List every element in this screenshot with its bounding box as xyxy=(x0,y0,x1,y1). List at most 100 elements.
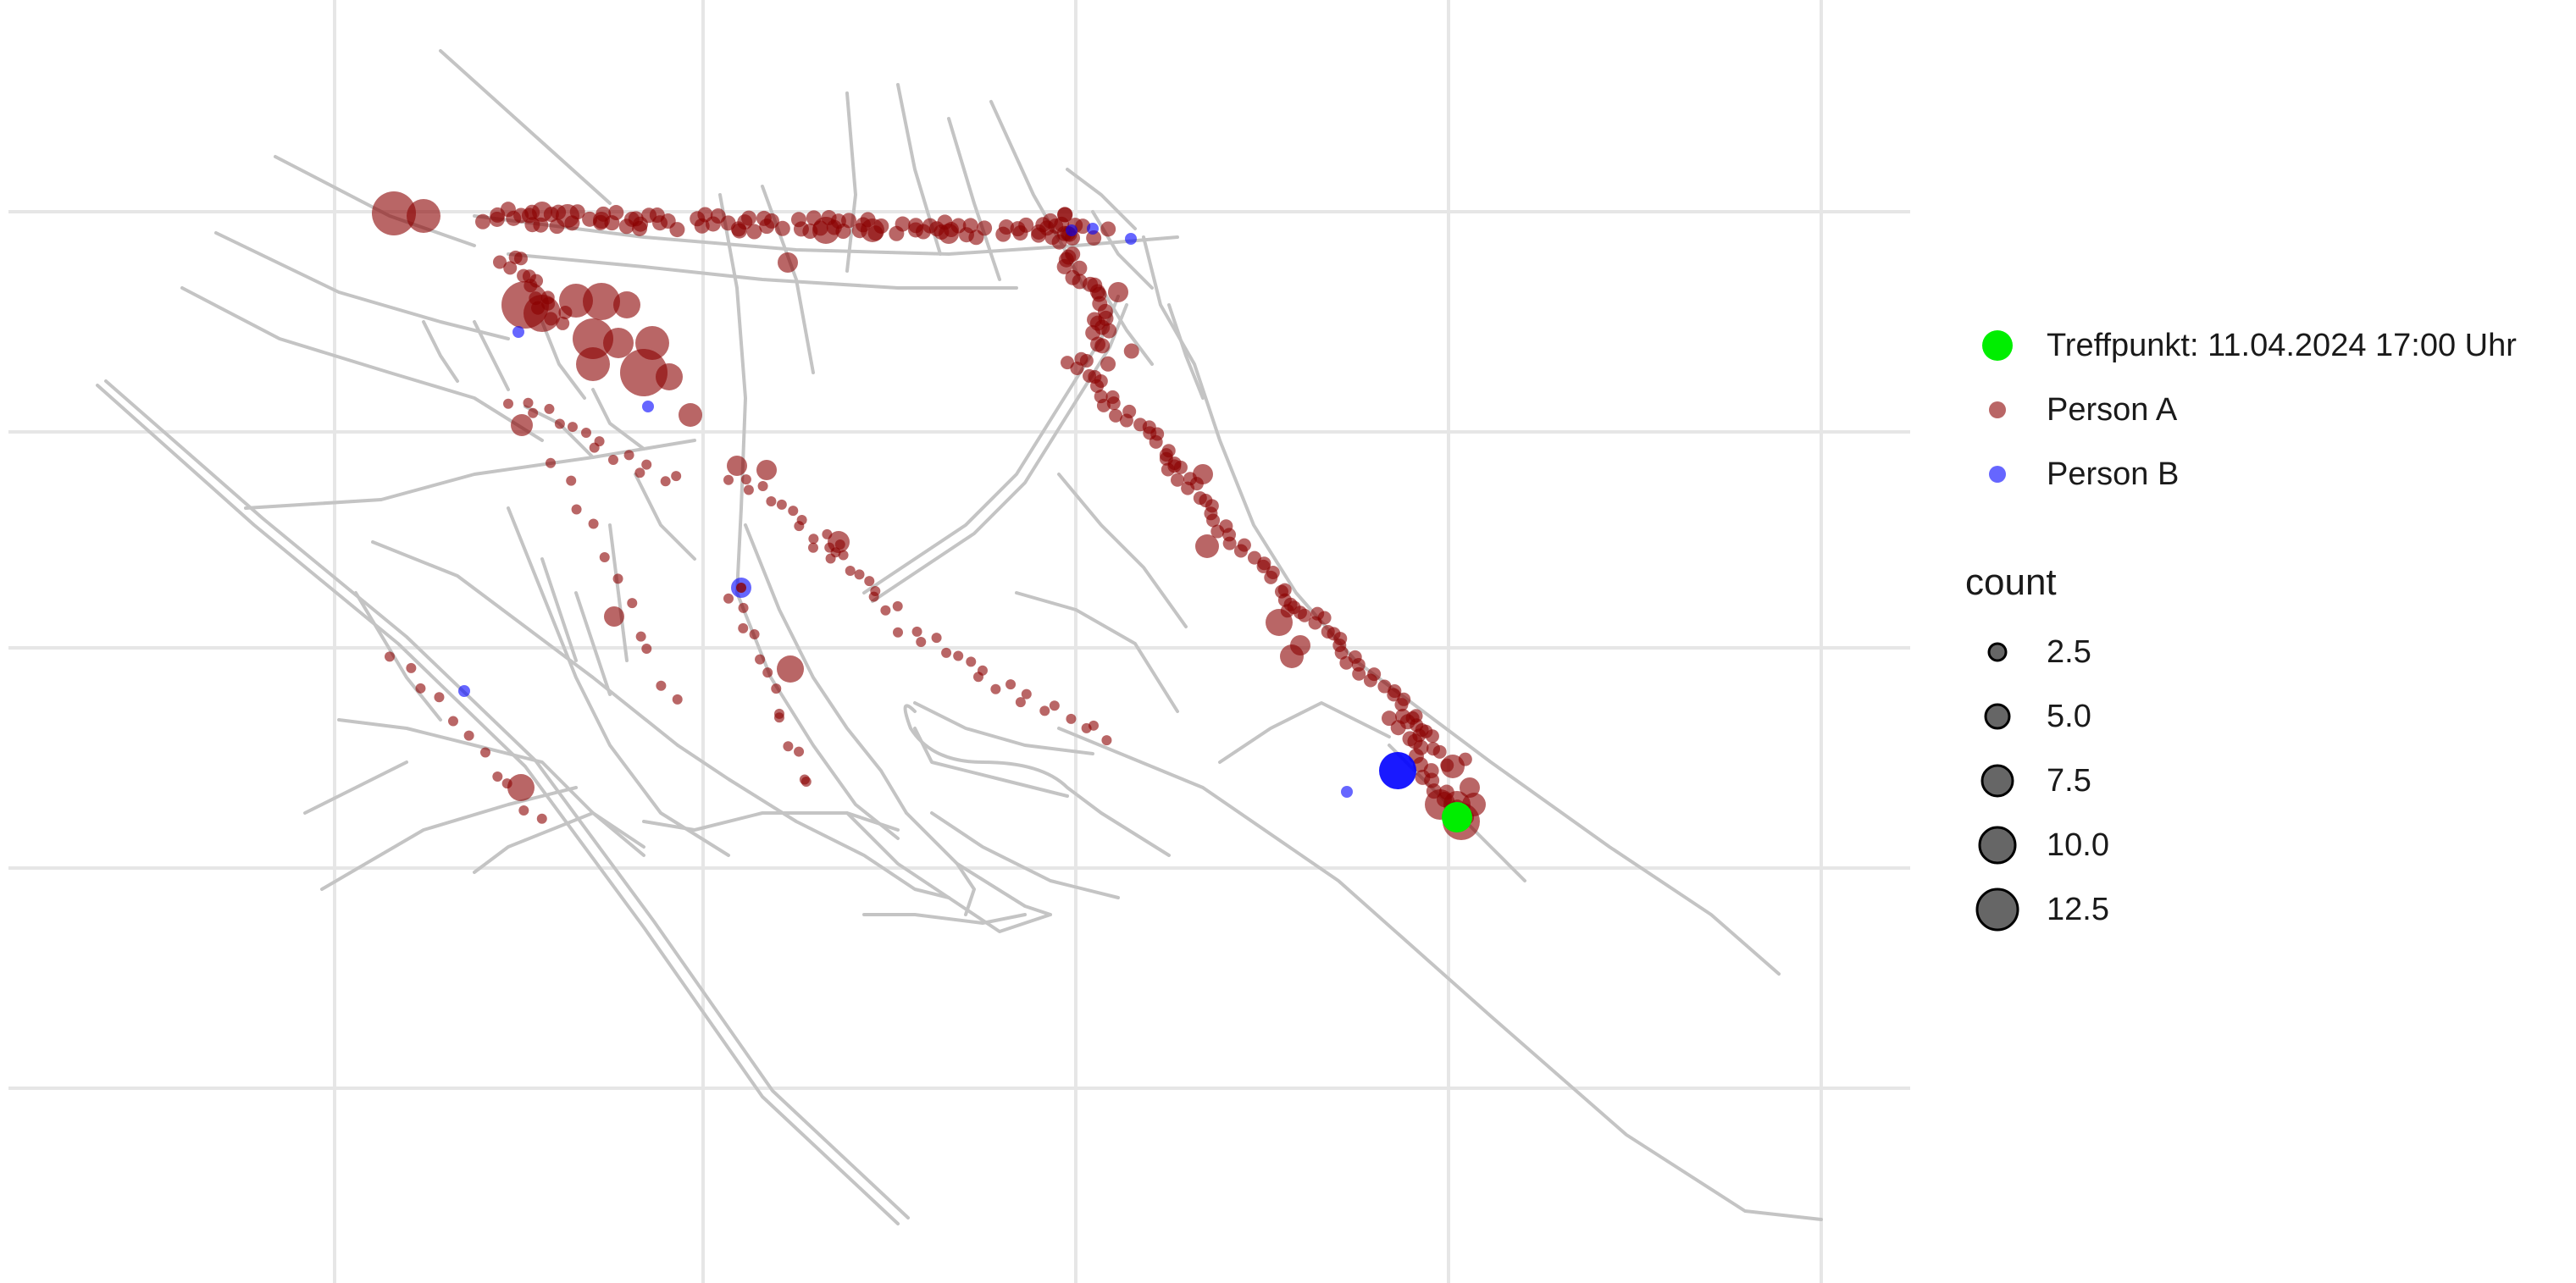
legend-size: 2.5 5.0 7.5 10.0 12.5 xyxy=(1965,620,2558,942)
person-a-point-large xyxy=(727,456,747,476)
person-a-point xyxy=(783,741,794,752)
person-a-point xyxy=(523,397,534,408)
person-a-point xyxy=(1424,772,1440,788)
person-a-point xyxy=(794,746,805,757)
person-a-point-large xyxy=(603,328,634,358)
person-b-point xyxy=(1087,223,1099,235)
person-a-point xyxy=(566,475,577,486)
legend-size-title: count xyxy=(1965,561,2057,603)
person-a-point xyxy=(1150,427,1165,441)
person-a-point xyxy=(1090,379,1105,393)
person-a-point xyxy=(953,650,964,661)
legend-size-item: 5.0 xyxy=(1965,684,2558,749)
person-a-point xyxy=(503,261,518,275)
person-a-point-large xyxy=(777,655,804,683)
person-a-point xyxy=(415,683,426,694)
legend-colour-item: Person A xyxy=(1965,378,2558,442)
person-a-point xyxy=(893,627,903,638)
person-a-point xyxy=(825,553,836,564)
person-a-point xyxy=(736,583,746,593)
legend-size-marker xyxy=(1980,764,2014,798)
person-a-point xyxy=(892,600,903,611)
person-a-point xyxy=(998,219,1014,235)
person-a-point xyxy=(731,223,747,239)
person-a-point xyxy=(788,506,799,517)
person-a-point xyxy=(641,643,652,654)
person-a-point xyxy=(841,213,857,229)
person-a-point-large xyxy=(620,349,668,396)
person-a-point-large xyxy=(1290,635,1310,655)
person-a-point xyxy=(528,407,539,418)
person-a-point xyxy=(864,576,875,587)
person-a-point xyxy=(1382,711,1397,727)
person-a-point xyxy=(544,403,555,414)
person-a-point-large xyxy=(372,191,416,235)
person-a-point xyxy=(447,716,458,727)
person-a-point xyxy=(1018,217,1034,233)
person-a-point-large xyxy=(604,606,624,627)
legend-marker xyxy=(1989,466,2006,483)
person-a-point xyxy=(746,224,762,240)
person-a-point xyxy=(941,647,952,658)
person-a-point-large xyxy=(1193,464,1213,484)
person-a-point xyxy=(406,662,417,673)
person-a-point xyxy=(738,602,749,613)
person-a-point xyxy=(916,636,927,647)
person-a-point xyxy=(385,651,395,662)
person-a-point xyxy=(554,418,565,429)
legend-size-item: 2.5 xyxy=(1965,620,2558,684)
person-a-point xyxy=(845,565,856,576)
person-a-point-large xyxy=(756,460,777,480)
person-a-point xyxy=(480,747,491,758)
person-a-point xyxy=(1298,608,1311,622)
person-a-point xyxy=(641,459,652,470)
person-a-point-large xyxy=(556,204,579,228)
person-a-point xyxy=(773,712,784,723)
person-a-point xyxy=(1100,221,1116,237)
person-a-point xyxy=(1351,657,1366,672)
person-a-point xyxy=(434,692,445,703)
person-a-point xyxy=(656,680,667,691)
legend-key xyxy=(1965,378,2030,442)
person-a-point xyxy=(740,474,751,485)
person-a-point xyxy=(1399,714,1415,730)
person-a-point-large xyxy=(613,291,640,318)
person-a-point xyxy=(588,518,599,529)
person-a-point xyxy=(671,471,682,482)
person-a-point xyxy=(962,218,978,234)
person-a-point xyxy=(492,771,503,782)
person-a-point xyxy=(723,593,734,604)
person-a-point-large xyxy=(532,202,552,222)
person-a-point xyxy=(608,205,624,221)
person-a-point-large xyxy=(679,403,702,427)
person-a-point xyxy=(672,694,683,705)
person-a-point xyxy=(660,476,671,487)
person-a-point-large xyxy=(407,199,440,233)
legend-marker xyxy=(1989,401,2006,418)
person-a-point-large xyxy=(573,318,613,359)
person-a-point xyxy=(911,626,922,637)
person-a-point xyxy=(774,220,790,236)
person-a-point xyxy=(1432,744,1447,759)
person-a-point xyxy=(1089,720,1100,731)
person-a-point-large xyxy=(507,774,535,801)
person-a-point xyxy=(1171,473,1184,487)
legend-size-label: 2.5 xyxy=(2047,633,2091,670)
person-a-point xyxy=(580,427,591,438)
person-a-point xyxy=(800,776,812,787)
person-b-point xyxy=(512,326,524,338)
person-a-point xyxy=(1056,207,1072,223)
person-a-point xyxy=(749,629,760,640)
person-a-point xyxy=(503,398,513,409)
map-plot[interactable] xyxy=(0,0,1914,1283)
person-a-point xyxy=(1089,284,1105,300)
map-panel[interactable] xyxy=(0,0,1914,1283)
person-a-point xyxy=(1086,230,1102,246)
person-a-point xyxy=(594,436,605,447)
person-a-point xyxy=(1109,408,1123,423)
person-a-point xyxy=(546,457,556,468)
person-a-point xyxy=(776,499,787,510)
person-a-point xyxy=(1039,705,1050,716)
person-a-point-large xyxy=(1460,777,1480,798)
person-a-point xyxy=(771,683,782,694)
